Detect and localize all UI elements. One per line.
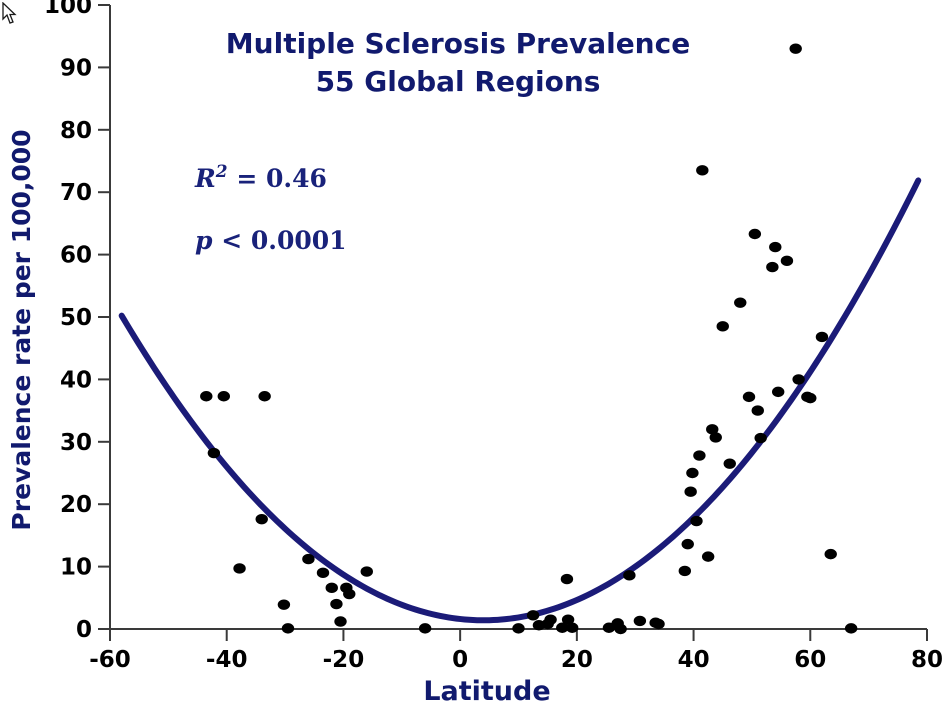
data-point bbox=[255, 513, 268, 525]
data-point bbox=[258, 391, 271, 402]
data-point bbox=[716, 321, 729, 332]
annotation-p-value: p < 0.0001 bbox=[195, 226, 347, 255]
y-tick-label-0: 0 bbox=[76, 617, 92, 643]
axes-group: 0 10 20 30 40 50 60 70 80 90 100 -60 -40 -20 0 20 40 60 8… bbox=[44, 0, 943, 673]
data-point bbox=[614, 623, 627, 635]
x-tick-label-20: 20 bbox=[561, 647, 593, 673]
y-tick-label-50: 50 bbox=[60, 305, 92, 331]
data-point bbox=[652, 618, 665, 630]
x-axis-label: Latitude bbox=[423, 676, 550, 707]
data-point bbox=[751, 405, 764, 416]
data-point bbox=[233, 563, 246, 574]
data-point bbox=[623, 570, 636, 581]
data-point bbox=[325, 582, 338, 594]
y-tick-label-80: 80 bbox=[60, 118, 92, 144]
data-point bbox=[844, 623, 858, 634]
y-tick-label-10: 10 bbox=[60, 555, 92, 581]
p-value-symbol: p bbox=[195, 226, 213, 255]
data-point bbox=[789, 43, 802, 54]
data-point bbox=[754, 432, 767, 444]
data-point bbox=[565, 622, 579, 633]
data-point bbox=[693, 450, 706, 461]
data-point bbox=[709, 432, 722, 443]
x-tick-label-40: 40 bbox=[678, 647, 710, 673]
y-axis-label: Prevalence rate per 100,000 bbox=[7, 129, 36, 530]
x-tick-label-60: 60 bbox=[794, 647, 826, 673]
data-point bbox=[815, 331, 829, 343]
data-point bbox=[544, 614, 557, 625]
y-axis-ticks: 0 10 20 30 40 50 60 70 80 90 100 bbox=[44, 0, 110, 643]
svg-text:R2 = 0.46: R2 = 0.46 bbox=[194, 162, 327, 193]
p-value-value: < 0.0001 bbox=[212, 226, 346, 255]
y-tick-label-60: 60 bbox=[60, 243, 92, 269]
data-point bbox=[512, 623, 525, 634]
y-tick-label-70: 70 bbox=[60, 180, 92, 206]
y-tick-label-100: 100 bbox=[44, 0, 92, 19]
data-point bbox=[701, 551, 715, 562]
data-point bbox=[217, 391, 230, 402]
chart-title: Multiple Sclerosis Prevalence bbox=[226, 27, 690, 60]
data-point bbox=[678, 565, 692, 577]
data-point bbox=[681, 538, 694, 550]
data-point bbox=[734, 297, 747, 308]
data-point bbox=[277, 599, 291, 610]
data-point bbox=[690, 515, 703, 527]
data-point bbox=[302, 553, 315, 565]
data-points-group bbox=[200, 43, 858, 635]
fit-curve bbox=[118, 177, 922, 624]
data-point bbox=[706, 424, 719, 435]
data-point bbox=[792, 374, 805, 385]
data-point bbox=[780, 255, 794, 267]
data-point bbox=[330, 598, 343, 610]
data-point bbox=[766, 261, 779, 273]
x-tick-label--40: -40 bbox=[206, 647, 248, 673]
data-point bbox=[771, 386, 785, 398]
y-tick-label-20: 20 bbox=[60, 492, 92, 518]
data-point bbox=[804, 392, 817, 404]
data-point bbox=[686, 467, 699, 479]
r-squared-value: = 0.46 bbox=[228, 164, 327, 193]
r-squared-symbol: R bbox=[194, 164, 216, 193]
data-point bbox=[200, 391, 213, 402]
data-point bbox=[418, 623, 432, 634]
data-point bbox=[824, 548, 837, 560]
data-point bbox=[360, 566, 373, 577]
mouse-cursor-icon bbox=[2, 2, 17, 24]
data-point bbox=[556, 622, 569, 633]
data-point bbox=[343, 588, 356, 600]
data-point bbox=[684, 486, 697, 497]
data-point bbox=[742, 391, 756, 403]
x-tick-label-80: 80 bbox=[911, 647, 943, 673]
data-point bbox=[769, 241, 782, 253]
data-point bbox=[526, 610, 540, 621]
data-point bbox=[207, 447, 221, 459]
data-point bbox=[281, 623, 295, 634]
x-tick-label-0: 0 bbox=[452, 647, 468, 673]
x-axis-ticks: -60 -40 -20 0 20 40 60 80 bbox=[89, 629, 943, 673]
data-point bbox=[723, 458, 736, 469]
x-tick-label--20: -20 bbox=[323, 647, 365, 673]
data-point bbox=[334, 616, 347, 627]
y-tick-label-40: 40 bbox=[60, 367, 92, 393]
data-point bbox=[748, 228, 762, 240]
x-tick-label--60: -60 bbox=[89, 647, 131, 673]
chart-subtitle: 55 Global Regions bbox=[316, 65, 601, 98]
data-point bbox=[696, 165, 709, 176]
y-tick-label-90: 90 bbox=[60, 55, 92, 81]
data-point bbox=[316, 567, 330, 579]
data-point bbox=[561, 614, 575, 625]
svg-text:p < 0.0001: p < 0.0001 bbox=[195, 226, 347, 255]
data-point bbox=[633, 615, 647, 627]
y-tick-label-30: 30 bbox=[60, 430, 92, 456]
data-point bbox=[560, 573, 574, 585]
r-squared-exponent: 2 bbox=[215, 162, 228, 182]
annotation-r-squared: R2 = 0.46 bbox=[194, 162, 327, 193]
